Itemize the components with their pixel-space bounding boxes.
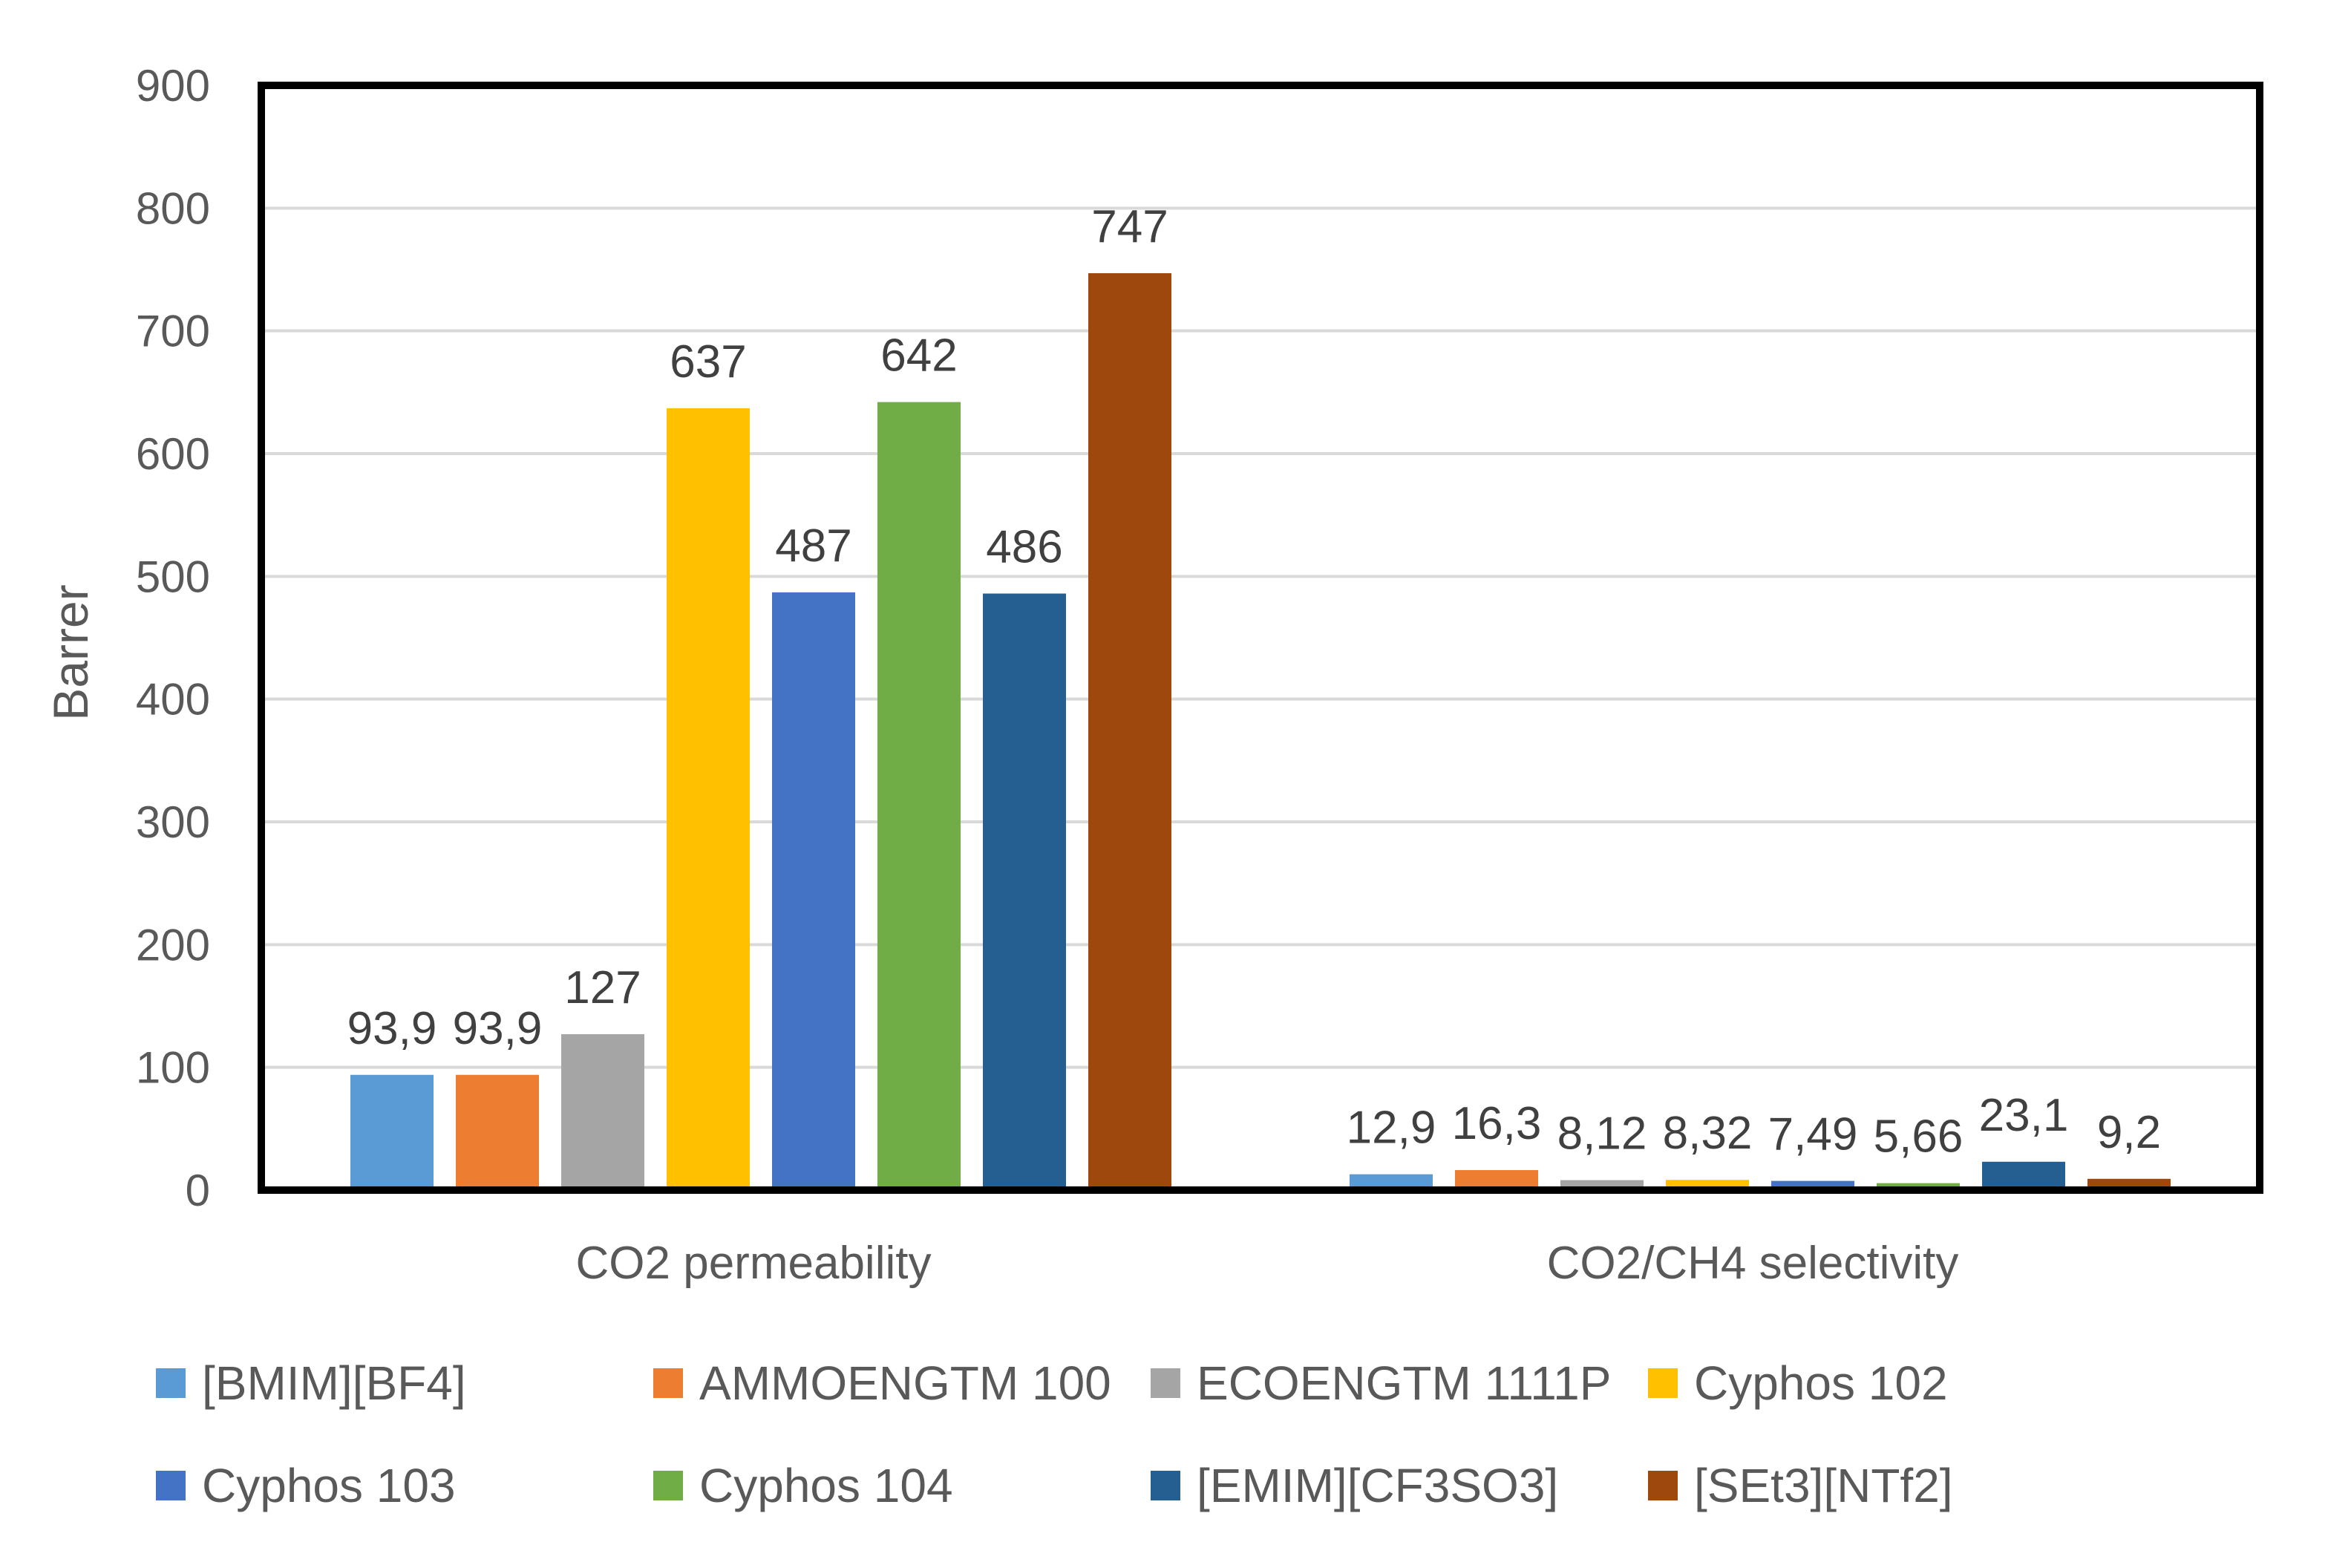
legend-label: [BMIM][BF4] [202,1356,466,1410]
legend-label: Cyphos 104 [699,1459,953,1512]
x-axis-categories: CO2 permeability CO2/CH4 selectivity [576,1238,1959,1289]
data-label: 12,9 [1347,1102,1436,1154]
legend-swatch [653,1368,683,1398]
legend-label: ECOENGTM 1111P [1197,1356,1612,1410]
data-label: 127 [564,962,641,1013]
legend-label: [EMIM][CF3SO3] [1197,1459,1559,1512]
x-category-label: CO2/CH4 selectivity [1547,1238,1959,1289]
data-label: 487 [775,520,851,572]
y-tick-label: 0 [186,1166,210,1215]
y-tick-label: 900 [136,61,210,111]
data-label: 93,9 [453,1003,543,1054]
data-label: 642 [880,330,957,382]
legend-item: [BMIM][BF4] [156,1356,653,1410]
legend-label: [SEt3][NTf2] [1694,1459,1953,1512]
legend-swatch [156,1471,186,1500]
bar [350,1074,434,1190]
legend-swatch [1151,1368,1180,1398]
legend-swatch [1648,1471,1678,1500]
gridlines [261,206,2260,1069]
legend-swatch [156,1368,186,1398]
y-tick-label: 300 [136,797,210,847]
y-axis-ticks: 0 100 200 300 400 500 600 700 800 900 [136,61,210,1215]
data-label: 9,2 [2097,1107,2161,1158]
plot-frame [258,82,2263,1194]
data-label: 8,12 [1557,1108,1647,1160]
data-label: 637 [670,336,746,388]
bar [456,1074,539,1190]
bars [350,272,2171,1191]
legend-label: AMMOENGTM 100 [699,1356,1111,1410]
legend-swatch [1151,1471,1180,1500]
data-label: 8,32 [1663,1108,1753,1159]
bar [1350,1174,1433,1190]
y-tick-label: 600 [136,429,210,479]
y-tick-label: 200 [136,920,210,970]
data-label: 16,3 [1452,1098,1542,1149]
legend-swatch [653,1471,683,1500]
legend-label: Cyphos 102 [1694,1356,1948,1410]
data-label: 5,66 [1874,1111,1964,1163]
legend-item: ECOENGTM 1111P [1151,1356,1648,1410]
bar [772,592,855,1190]
legend-item: [SEt3][NTf2] [1648,1459,2145,1512]
y-tick-label: 100 [136,1043,210,1093]
legend-label: Cyphos 103 [202,1459,456,1512]
legend: [BMIM][BF4] AMMOENGTM 100 ECOENGTM 1111P Cy… [156,1356,2160,1512]
data-label: 23,1 [1979,1090,2069,1141]
bar [877,402,961,1190]
data-label: 747 [1091,201,1168,252]
x-category-label: CO2 permeability [576,1238,932,1289]
legend-item: AMMOENGTM 100 [653,1356,1151,1410]
y-tick-label: 700 [136,307,210,356]
data-label: 486 [986,521,1062,572]
legend-item: [EMIM][CF3SO3] [1151,1459,1648,1512]
bar [667,408,750,1190]
y-tick-label: 400 [136,675,210,725]
y-axis-title: Barrer [43,584,98,720]
y-tick-label: 800 [136,183,210,233]
bar [1088,272,1171,1191]
data-label: 93,9 [347,1003,437,1054]
legend-item: Cyphos 103 [156,1459,653,1512]
y-tick-label: 500 [136,552,210,601]
bar [983,593,1066,1190]
bar [561,1034,644,1190]
data-label: 7,49 [1768,1109,1858,1160]
bar [1982,1161,2065,1190]
legend-swatch [1648,1368,1678,1398]
data-labels: 93,9 93,9 127 637 487 642 486 747 12,9 16,3 8,12 8,… [347,201,2161,1163]
legend-item: Cyphos 102 [1648,1356,2145,1410]
legend-item: Cyphos 104 [653,1459,1151,1512]
